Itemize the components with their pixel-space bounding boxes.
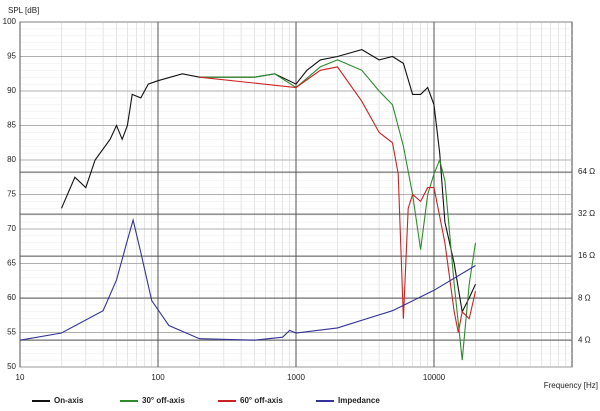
y-tick-label: 90 — [7, 86, 16, 95]
series-line — [19, 217, 476, 341]
x-tick-label: 1000 — [287, 373, 305, 382]
legend-label: 60° off-axis — [240, 396, 283, 405]
y2-tick-label: 64 Ω — [578, 167, 595, 176]
legend-label: 30° off-axis — [142, 396, 185, 405]
y2-tick-label: 4 Ω — [578, 335, 591, 344]
y2-tick-label: 32 Ω — [578, 209, 595, 218]
y-tick-label: 85 — [7, 121, 16, 130]
y-tick-label: 50 — [7, 362, 16, 371]
legend-label: Impedance — [338, 396, 380, 405]
y-tick-label: 100 — [3, 17, 17, 26]
x-tick-label: 100 — [151, 373, 165, 382]
y-tick-label: 55 — [7, 328, 16, 337]
y-tick-label: 80 — [7, 155, 16, 164]
x-axis-label: Frequency [Hz] — [544, 381, 598, 390]
y-axis-label: SPL [dB] — [8, 6, 39, 15]
y-tick-label: 75 — [7, 190, 16, 199]
x-tick-label: 10 — [16, 373, 25, 382]
series-line — [60, 49, 477, 314]
y-tick-label: 65 — [7, 259, 16, 268]
series-line — [199, 59, 477, 361]
series-line — [199, 66, 477, 333]
legend-label: On-axis — [54, 396, 84, 405]
y2-tick-label: 8 Ω — [578, 293, 591, 302]
y-tick-label: 70 — [7, 224, 16, 233]
x-tick-label: 10000 — [423, 373, 446, 382]
y2-tick-label: 16 Ω — [578, 251, 595, 260]
y-tick-label: 60 — [7, 293, 16, 302]
y-tick-label: 95 — [7, 52, 16, 61]
